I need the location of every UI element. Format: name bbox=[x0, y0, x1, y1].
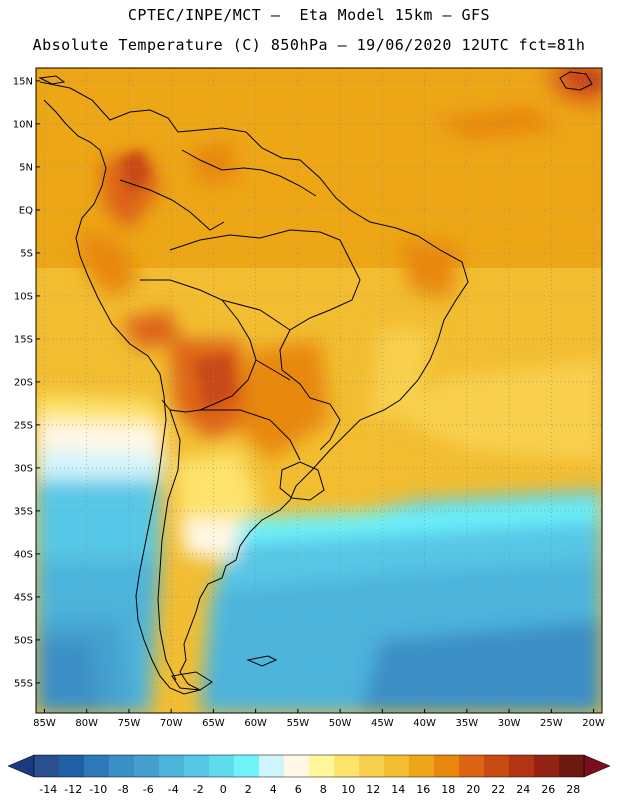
colorbar-label: 16 bbox=[416, 783, 430, 796]
lon-tick-label: 80W bbox=[75, 718, 98, 729]
south-america-coastline bbox=[39, 81, 469, 695]
colorbar-label: -6 bbox=[143, 783, 154, 796]
brazil-border bbox=[169, 229, 361, 451]
colorbar-label: 0 bbox=[220, 783, 227, 796]
map-title-line1: CPTEC/INPE/MCT – Eta Model 15km – GFS bbox=[127, 6, 491, 24]
colorbar-label: 10 bbox=[341, 783, 355, 796]
colorbar-swatch bbox=[159, 755, 185, 777]
colorbar-swatch bbox=[134, 755, 160, 777]
falklands bbox=[246, 655, 278, 667]
lat-tick-label: 10N bbox=[13, 119, 33, 130]
colorbar-swatch bbox=[259, 755, 285, 777]
lon-tick-label: 55W bbox=[287, 718, 310, 729]
lat-tick-label: 15N bbox=[13, 76, 33, 87]
lon-tick-label: 60W bbox=[244, 718, 267, 729]
lat-tick-label: 5N bbox=[19, 162, 33, 173]
colorbar-swatch bbox=[559, 755, 585, 777]
colorbar-swatch bbox=[59, 755, 85, 777]
colorbar-swatch bbox=[109, 755, 135, 777]
colorbar-swatch bbox=[84, 755, 110, 777]
colorbar-swatch bbox=[409, 755, 435, 777]
colorbar-label: 14 bbox=[391, 783, 405, 796]
colorbar: -14 -12 -10 -8 -6 -4 -2 0 2 4 6 8 10 12 14 16 18 20 22 24 26… bbox=[7, 754, 611, 796]
caribbean-islands bbox=[38, 71, 593, 91]
colorbar-label: 12 bbox=[366, 783, 380, 796]
colorbar-swatch bbox=[334, 755, 360, 777]
colorbar-label: 8 bbox=[320, 783, 327, 796]
colorbar-swatch bbox=[34, 755, 60, 777]
lat-tick-label: 10S bbox=[14, 291, 33, 302]
lon-tick-label: 35W bbox=[456, 718, 479, 729]
colorbar-label: 24 bbox=[516, 783, 530, 796]
lon-tick-label: 50W bbox=[329, 718, 352, 729]
lon-tick-label: 20W bbox=[582, 718, 605, 729]
temperature-field bbox=[36, 68, 602, 713]
colorbar-label: -10 bbox=[89, 783, 107, 796]
colorbar-label: 2 bbox=[245, 783, 252, 796]
lon-tick-label: 75W bbox=[118, 718, 141, 729]
colorbar-label: 4 bbox=[270, 783, 277, 796]
colorbar-swatch bbox=[509, 755, 535, 777]
uruguay-border bbox=[279, 461, 325, 501]
lat-tick-label: 35S bbox=[14, 506, 33, 517]
colorbar-label: -8 bbox=[118, 783, 129, 796]
map-title-line2: Absolute Temperature (C) 850hPa – 19/06/… bbox=[32, 36, 586, 54]
lon-tick-label: 65W bbox=[202, 718, 225, 729]
lat-tick-label: 55S bbox=[14, 678, 33, 689]
map-frame bbox=[35, 67, 603, 714]
lat-tick-label: 30S bbox=[14, 463, 33, 474]
colorbar-label: 26 bbox=[541, 783, 555, 796]
colorbar-swatch bbox=[184, 755, 210, 777]
latitude-axis: 15N 10N 5N EQ 5S 10S 15S 20S 25S 30S 35S 40S 45S 50S 5… bbox=[13, 76, 40, 689]
lat-tick-label: EQ bbox=[19, 205, 33, 216]
colorbar-swatch bbox=[484, 755, 510, 777]
colorbar-label: 22 bbox=[491, 783, 505, 796]
colorbar-label: -12 bbox=[64, 783, 82, 796]
lat-tick-label: 15S bbox=[14, 334, 33, 345]
lon-tick-label: 30W bbox=[498, 718, 521, 729]
lon-tick-label: 70W bbox=[160, 718, 183, 729]
bolivia-paraguay-borders bbox=[200, 299, 301, 461]
colorbar-swatch bbox=[309, 755, 335, 777]
colorbar-swatch bbox=[384, 755, 410, 777]
colorbar-label: 20 bbox=[466, 783, 480, 796]
lat-tick-label: 20S bbox=[14, 377, 33, 388]
colorbar-label: 6 bbox=[295, 783, 302, 796]
lat-tick-label: 45S bbox=[14, 592, 33, 603]
colorbar-outline bbox=[33, 754, 585, 778]
colorbar-label: 28 bbox=[566, 783, 580, 796]
lon-tick-label: 45W bbox=[371, 718, 394, 729]
colorbar-swatch bbox=[234, 755, 260, 777]
colorbar-swatch bbox=[209, 755, 235, 777]
colorbar-under-arrow bbox=[7, 754, 35, 778]
colorbar-label: -14 bbox=[39, 783, 57, 796]
lat-tick-label: 25S bbox=[14, 420, 33, 431]
lat-tick-label: 5S bbox=[20, 248, 33, 259]
lon-tick-label: 25W bbox=[540, 718, 563, 729]
colorbar-label: 18 bbox=[441, 783, 455, 796]
colorbar-label: -2 bbox=[193, 783, 204, 796]
lat-tick-label: 50S bbox=[14, 635, 33, 646]
colorbar-swatch bbox=[459, 755, 485, 777]
colorbar-over-arrow bbox=[583, 754, 611, 778]
tierra-del-fuego bbox=[171, 671, 213, 691]
lon-tick-label: 40W bbox=[413, 718, 436, 729]
lon-tick-label: 85W bbox=[33, 718, 56, 729]
colorbar-swatch bbox=[284, 755, 310, 777]
colorbar-label: -4 bbox=[168, 783, 179, 796]
northern-borders bbox=[119, 149, 317, 231]
coastlines bbox=[38, 71, 593, 695]
colorbar-swatch bbox=[359, 755, 385, 777]
colorbar-swatch bbox=[434, 755, 460, 777]
longitude-axis: 85W 80W 75W 70W 65W 60W 55W 50W 45W 40W 35W 30W 25W 2… bbox=[33, 709, 605, 729]
lat-tick-label: 40S bbox=[14, 549, 33, 560]
andes-borders bbox=[140, 279, 257, 681]
colorbar-swatch bbox=[534, 755, 560, 777]
